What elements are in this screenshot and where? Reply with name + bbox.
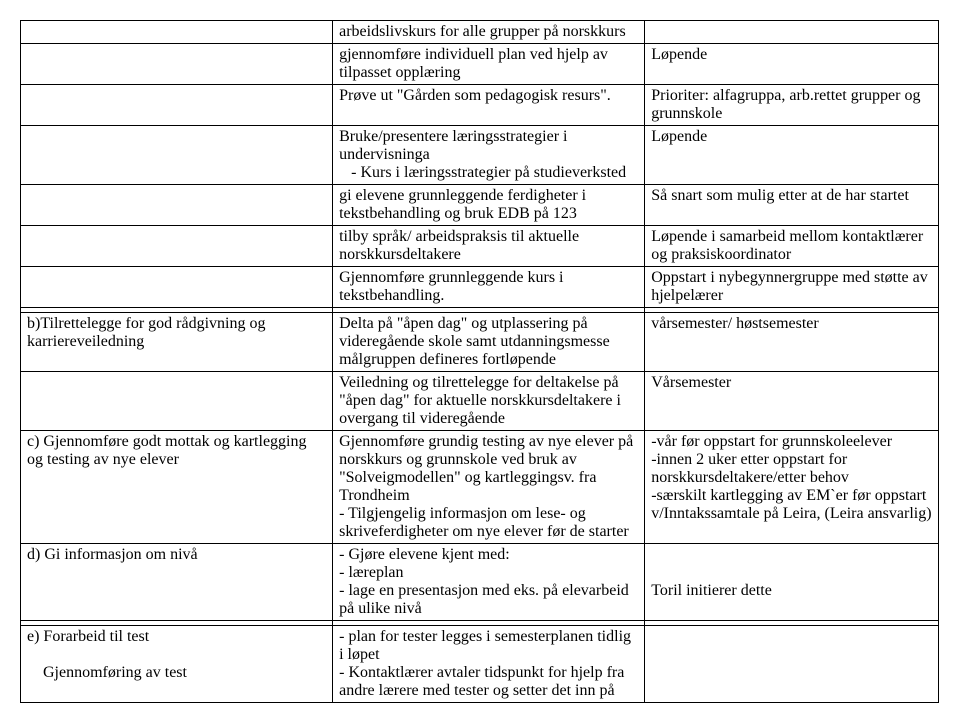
table-row: Veiledning og tilrettelegge for deltakel…	[21, 372, 939, 431]
table-cell: c) Gjennomføre godt mottak og kartleggin…	[21, 431, 333, 544]
table-cell: Delta på "åpen dag" og utplassering på v…	[333, 313, 645, 372]
table-cell: tilby språk/ arbeidspraksis til aktuelle…	[333, 226, 645, 267]
document-table: arbeidslivskurs for alle grupper på nors…	[20, 20, 939, 703]
table-row: e) Forarbeid til test Gjennomføring av t…	[21, 626, 939, 703]
table-cell: Løpende i samarbeid mellom kontaktlærer …	[645, 226, 939, 267]
table-cell	[645, 21, 939, 44]
table-body: arbeidslivskurs for alle grupper på nors…	[21, 21, 939, 703]
table-row: d) Gi informasjon om nivå- Gjøre elevene…	[21, 544, 939, 621]
table-row: b)Tilrettelegge for god rådgivning og ka…	[21, 313, 939, 372]
table-cell: -vår før oppstart for grunnskoleelever-i…	[645, 431, 939, 544]
table-row: Bruke/presentere læringsstrategier i und…	[21, 126, 939, 185]
table-row: gi elevene grunnleggende ferdigheter i t…	[21, 185, 939, 226]
table-cell	[21, 85, 333, 126]
table-cell: Bruke/presentere læringsstrategier i und…	[333, 126, 645, 185]
table-cell: Oppstart i nybegynnergruppe med støtte a…	[645, 267, 939, 308]
table-row: tilby språk/ arbeidspraksis til aktuelle…	[21, 226, 939, 267]
table-cell: Vårsemester	[645, 372, 939, 431]
table-row: gjennomføre individuell plan ved hjelp a…	[21, 44, 939, 85]
table-cell: Toril initierer dette	[645, 544, 939, 621]
table-cell: d) Gi informasjon om nivå	[21, 544, 333, 621]
table-cell	[21, 226, 333, 267]
table-cell: gi elevene grunnleggende ferdigheter i t…	[333, 185, 645, 226]
table-cell: gjennomføre individuell plan ved hjelp a…	[333, 44, 645, 85]
table-cell: b)Tilrettelegge for god rådgivning og ka…	[21, 313, 333, 372]
table-cell: Gjennomføre grundig testing av nye eleve…	[333, 431, 645, 544]
table-cell	[21, 372, 333, 431]
table-cell	[21, 44, 333, 85]
table-cell	[645, 626, 939, 703]
table-cell: - Gjøre elevene kjent med:- læreplan- la…	[333, 544, 645, 621]
table-cell: Løpende	[645, 126, 939, 185]
table-row: c) Gjennomføre godt mottak og kartleggin…	[21, 431, 939, 544]
table-row: Prøve ut "Gården som pedagogisk resurs".…	[21, 85, 939, 126]
table-cell: Prioriter: alfagruppa, arb.rettet gruppe…	[645, 85, 939, 126]
table-cell: Prøve ut "Gården som pedagogisk resurs".	[333, 85, 645, 126]
table-cell: - plan for tester legges i semesterplane…	[333, 626, 645, 703]
table-cell: Veiledning og tilrettelegge for deltakel…	[333, 372, 645, 431]
table-row: Gjennomføre grunnleggende kurs i tekstbe…	[21, 267, 939, 308]
table-cell: e) Forarbeid til test Gjennomføring av t…	[21, 626, 333, 703]
table-cell: arbeidslivskurs for alle grupper på nors…	[333, 21, 645, 44]
table-cell: vårsemester/ høstsemester	[645, 313, 939, 372]
table-cell	[21, 21, 333, 44]
table-row: arbeidslivskurs for alle grupper på nors…	[21, 21, 939, 44]
table-cell: Gjennomføre grunnleggende kurs i tekstbe…	[333, 267, 645, 308]
table-cell	[21, 126, 333, 185]
table-cell	[21, 185, 333, 226]
table-cell: Løpende	[645, 44, 939, 85]
table-cell: Så snart som mulig etter at de har start…	[645, 185, 939, 226]
table-cell	[21, 267, 333, 308]
